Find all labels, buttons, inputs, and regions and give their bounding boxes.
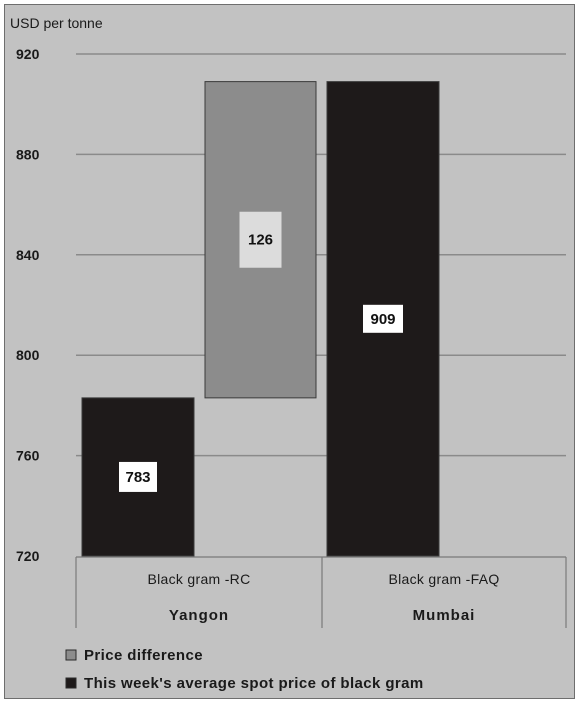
- y-tick-label: 760: [16, 448, 40, 464]
- category-label: Black gram -RC: [148, 571, 251, 587]
- y-tick-label: 800: [16, 347, 40, 363]
- group-label: Yangon: [169, 607, 229, 624]
- legend-swatch: [65, 677, 77, 689]
- data-label: 783: [125, 469, 150, 486]
- y-tick-label: 720: [16, 548, 40, 564]
- data-label-box: [239, 211, 282, 268]
- legend-swatch: [65, 649, 77, 661]
- legend-label: This week's average spot price of black …: [84, 675, 424, 692]
- data-label: 909: [370, 311, 395, 328]
- y-axis-unit-label: USD per tonne: [10, 15, 103, 31]
- data-label: 126: [248, 232, 273, 249]
- legend-label: Price difference: [84, 647, 203, 664]
- data-label-box: [119, 461, 157, 492]
- group-label: Mumbai: [413, 607, 476, 624]
- category-label: Black gram -FAQ: [388, 571, 499, 587]
- y-tick-label: 880: [16, 146, 40, 162]
- data-label-box: [363, 304, 403, 333]
- y-tick-label: 840: [16, 247, 40, 263]
- y-tick-label: 920: [16, 46, 40, 62]
